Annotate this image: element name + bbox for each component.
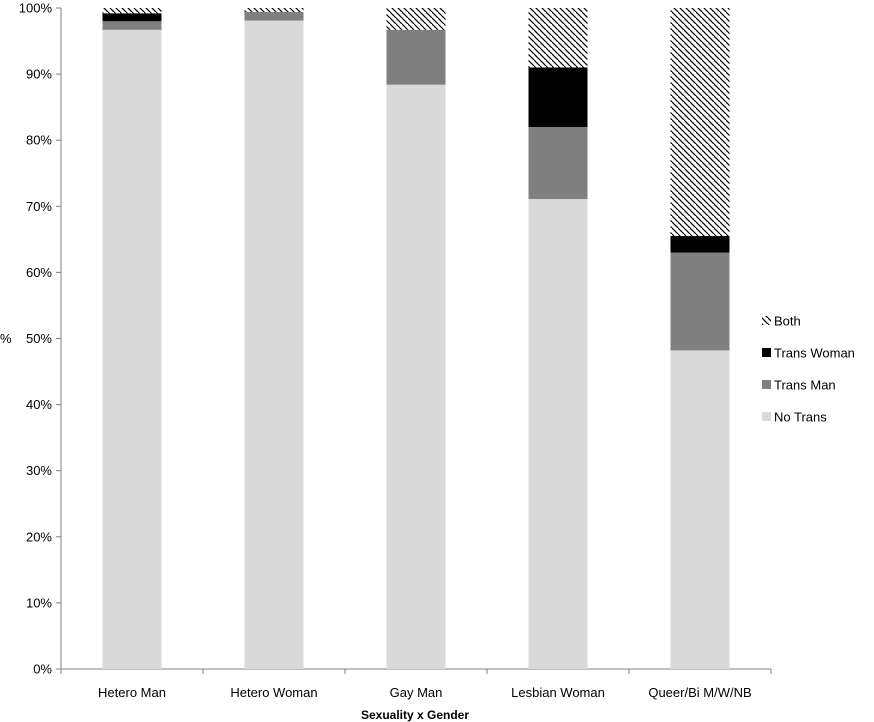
bar-no-trans bbox=[244, 20, 304, 669]
bars bbox=[102, 8, 730, 670]
y-tick-label: 100% bbox=[19, 1, 53, 16]
bar-trans-man bbox=[244, 11, 304, 21]
bar-trans-woman bbox=[102, 13, 162, 22]
bar-no-trans bbox=[102, 29, 162, 670]
bar-both bbox=[102, 8, 162, 14]
bar-trans-woman bbox=[670, 236, 730, 253]
y-tick-label: 40% bbox=[26, 397, 52, 412]
y-tick-label: 90% bbox=[26, 67, 52, 82]
y-tick-label: 50% bbox=[26, 331, 52, 346]
legend: Both Trans Woman Trans Man No Trans bbox=[762, 314, 855, 425]
y-tick-label: 30% bbox=[26, 463, 52, 478]
bar-trans-woman bbox=[528, 67, 588, 127]
bar-both bbox=[670, 8, 730, 237]
bar-trans-man bbox=[528, 126, 588, 200]
y-tick-label: 10% bbox=[26, 595, 52, 610]
legend-swatch bbox=[762, 316, 771, 325]
bar-no-trans bbox=[670, 350, 730, 669]
bar-no-trans bbox=[386, 84, 446, 669]
bar-trans-man bbox=[102, 21, 162, 30]
x-tick-label: Gay Man bbox=[390, 685, 443, 700]
x-axis: Hetero Man Hetero Woman Gay Man Lesbian Wom… bbox=[60, 668, 772, 700]
legend-label: No Trans bbox=[774, 410, 827, 425]
y-tick-label: 20% bbox=[26, 529, 52, 544]
legend-swatch bbox=[762, 348, 771, 357]
y-tick-label: 0% bbox=[33, 662, 52, 677]
legend-label: Both bbox=[774, 314, 801, 329]
y-tick-label: 80% bbox=[26, 133, 52, 148]
x-tick-label: Hetero Man bbox=[98, 685, 166, 700]
bar-both bbox=[244, 8, 304, 12]
bar-no-trans bbox=[528, 199, 588, 670]
x-tick-label: Queer/Bi M/W/NB bbox=[648, 685, 751, 700]
bar-trans-man bbox=[670, 252, 730, 351]
y-axis: 0% 10% 20% 30% 40% 50% 60% 70% 80% 90% 100% bbox=[19, 1, 62, 677]
y-tick-label: 70% bbox=[26, 199, 52, 214]
x-axis-title: Sexuality x Gender bbox=[361, 708, 469, 722]
x-tick-label: Hetero Woman bbox=[230, 685, 317, 700]
x-tick-label: Lesbian Woman bbox=[511, 685, 605, 700]
y-tick-label: 60% bbox=[26, 265, 52, 280]
legend-label: Trans Man bbox=[774, 378, 836, 393]
bar-both bbox=[386, 8, 446, 30]
bar-both bbox=[528, 8, 588, 68]
legend-swatch bbox=[762, 380, 771, 389]
legend-swatch bbox=[762, 412, 771, 421]
y-axis-label: % bbox=[0, 331, 12, 346]
bar-trans-man bbox=[386, 29, 446, 85]
legend-label: Trans Woman bbox=[774, 346, 855, 361]
